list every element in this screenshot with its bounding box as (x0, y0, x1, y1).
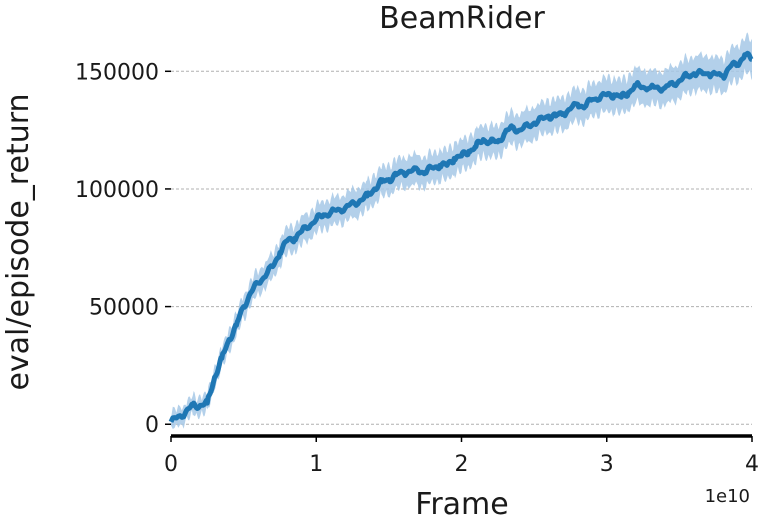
y-tick-label: 150000 (75, 60, 159, 85)
series-confidence-band (171, 32, 752, 430)
y-axis-title: eval/episode_return (1, 93, 36, 390)
x-ticks: 0 1 2 3 4 (164, 436, 759, 477)
y-tick-label: 0 (145, 413, 159, 438)
x-tick-label: 3 (600, 452, 614, 477)
x-tick-label: 0 (164, 452, 178, 477)
series-line (168, 50, 754, 423)
x-tick-label: 1 (309, 452, 323, 477)
y-tick-label: 100000 (75, 178, 159, 203)
x-axis-title: Frame (415, 487, 508, 522)
x-offset-label: 1e10 (705, 486, 750, 507)
gridlines (171, 70, 752, 425)
x-tick-label: 2 (455, 452, 469, 477)
x-tick-label: 4 (745, 452, 759, 477)
chart-title: BeamRider (379, 1, 545, 36)
y-tick-label: 50000 (89, 296, 159, 321)
y-ticks: 0 50000 100000 150000 (75, 60, 171, 438)
